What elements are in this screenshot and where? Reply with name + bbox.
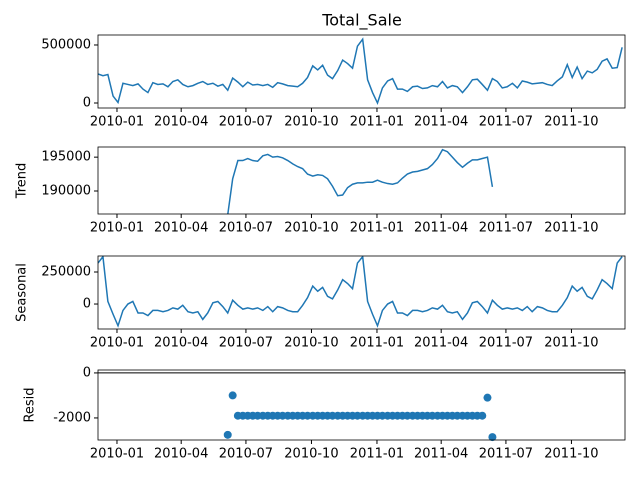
y-axis-label: Trend xyxy=(15,163,30,200)
x-tick-label: 2010-10 xyxy=(284,221,338,236)
data-point xyxy=(228,391,237,400)
x-tick-label: 2011-07 xyxy=(479,115,533,130)
x-tick-label: 2011-01 xyxy=(350,221,404,236)
axes-frame xyxy=(97,255,626,330)
data-line xyxy=(227,148,494,214)
x-tick-label: 2010-04 xyxy=(154,115,208,130)
x-tick-label: 2010-01 xyxy=(90,115,144,130)
y-tick-label: 0 xyxy=(83,365,91,380)
y-tick-label: -2000 xyxy=(53,410,91,425)
data-line xyxy=(98,256,623,328)
y-tick-label: 500000 xyxy=(41,37,91,52)
data-point xyxy=(223,430,232,439)
chart-title: Total_Sale xyxy=(321,11,402,31)
x-tick-label: 2010-07 xyxy=(219,115,273,130)
x-tick-label: 2011-10 xyxy=(544,221,598,236)
x-tick-label: 2011-10 xyxy=(544,447,598,462)
x-tick-label: 2011-04 xyxy=(414,447,468,462)
x-tick-label: 2010-10 xyxy=(284,447,338,462)
y-tick-label: 195000 xyxy=(41,150,91,165)
x-tick-label: 2011-07 xyxy=(479,336,533,351)
x-tick-label: 2010-04 xyxy=(154,336,208,351)
x-tick-label: 2011-10 xyxy=(544,115,598,130)
x-tick-label: 2010-01 xyxy=(90,447,144,462)
y-tick-label: 250000 xyxy=(41,265,91,280)
x-tick-label: 2010-01 xyxy=(90,336,144,351)
x-tick-label: 2011-04 xyxy=(414,221,468,236)
x-tick-label: 2010-07 xyxy=(219,447,273,462)
x-tick-label: 2010-10 xyxy=(284,336,338,351)
y-tick-label: 0 xyxy=(83,96,91,111)
x-tick-label: 2011-01 xyxy=(350,336,404,351)
y-axis-label: Resid xyxy=(23,387,38,422)
x-tick-label: 2010-01 xyxy=(90,221,144,236)
data-point xyxy=(488,433,497,442)
x-tick-label: 2011-07 xyxy=(479,447,533,462)
data-point xyxy=(478,411,487,420)
x-tick-label: 2011-10 xyxy=(544,336,598,351)
x-tick-label: 2010-07 xyxy=(219,336,273,351)
x-tick-label: 2011-04 xyxy=(414,336,468,351)
axes-frame xyxy=(97,146,626,215)
data-line xyxy=(98,37,623,106)
x-tick-label: 2011-07 xyxy=(479,221,533,236)
x-tick-label: 2010-10 xyxy=(284,115,338,130)
x-tick-label: 2011-01 xyxy=(350,115,404,130)
data-point xyxy=(483,393,492,402)
y-axis-label: Seasonal xyxy=(15,263,30,322)
x-tick-label: 2011-01 xyxy=(350,447,404,462)
axes-frame xyxy=(97,34,626,109)
axes-frame xyxy=(97,369,626,441)
x-tick-label: 2010-04 xyxy=(154,221,208,236)
x-tick-label: 2010-04 xyxy=(154,447,208,462)
x-tick-label: 2011-04 xyxy=(414,115,468,130)
y-tick-label: 190000 xyxy=(41,183,91,198)
x-tick-label: 2010-07 xyxy=(219,221,273,236)
y-tick-label: 0 xyxy=(83,297,91,312)
